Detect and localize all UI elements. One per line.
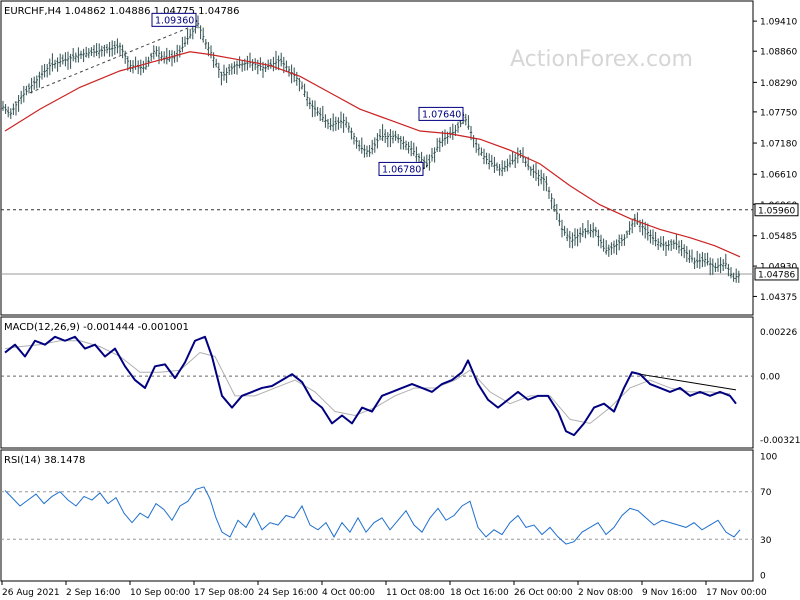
annotation-box [418, 106, 464, 121]
rsi-y-tick-label: 70 [760, 488, 772, 498]
x-tick-label: 17 Sep 08:00 [194, 588, 254, 598]
macd-y-ticks: 0.00226 0.00 -0.003211 [760, 328, 800, 446]
annotation-label: 1.09360 [155, 15, 194, 26]
price-y-tick-label: 1.08290 [760, 79, 797, 89]
x-axis: 26 Aug 2021 2 Sep 16:00 10 Sep 00:00 17 Sep… [1, 581, 767, 598]
x-tick-label: 24 Sep 16:00 [258, 588, 318, 598]
price-y-tick-label: 1.08860 [760, 48, 797, 58]
macd-trendline [639, 373, 737, 391]
price-panel-frame [0, 0, 754, 316]
rsi-series [1, 486, 753, 545]
x-tick-label: 2 Nov 08:00 [578, 588, 633, 598]
x-tick-label: 9 Nov 16:00 [642, 588, 697, 598]
price-y-tick-label: 1.07180 [760, 140, 797, 150]
macd-y-tick-label: -0.003211 [760, 436, 800, 446]
macd-series [1, 335, 753, 437]
macd-signal-line [4, 340, 731, 424]
rsi-line [4, 486, 741, 545]
price-series [1, 15, 741, 283]
price-level-label: 1.05960 [758, 206, 795, 216]
price-y-tick-label: 1.05485 [760, 232, 797, 242]
watermark: ActionForex.com [510, 47, 693, 72]
macd-panel: MACD(12,26,9) -0.001444 -0.001001 0.0022… [0, 316, 800, 449]
annotation-label: 1.07640 [422, 109, 461, 120]
rsi-title: RSI(14) 38.1478 [4, 455, 85, 466]
rsi-y-tick-label: 100 [760, 453, 777, 463]
x-tick-label: 10 Sep 00:00 [130, 588, 190, 598]
macd-line [4, 335, 737, 437]
rsi-panel-frame [0, 449, 754, 582]
annotation-box [378, 161, 424, 176]
annotation-label: 1.06780 [382, 164, 421, 175]
x-tick-label: 4 Oct 00:00 [322, 588, 375, 598]
moving-average-line [4, 51, 741, 258]
price-panel: EURCHF,H4 1.04862 1.04886 1.04775 1.0478… [0, 0, 799, 316]
x-tick-label: 18 Oct 16:00 [450, 588, 509, 598]
macd-y-tick-label: 0.00226 [760, 328, 797, 338]
x-tick-label: 26 Aug 2021 [2, 588, 60, 598]
x-tick-label: 2 Sep 16:00 [66, 588, 121, 598]
price-level-box [754, 267, 799, 281]
x-tick-label: 17 Nov 00:00 [706, 588, 767, 598]
rsi-y-ticks: 100 70 30 0 [760, 453, 777, 582]
price-y-tick-label: 1.07750 [760, 108, 797, 118]
annotation-box [151, 12, 197, 27]
price-y-tick-label: 1.06610 [760, 171, 797, 181]
price-levels: 1.05960 1.04786 [1, 203, 799, 281]
price-y-tick-label: 1.09410 [760, 18, 797, 28]
price-header: EURCHF,H4 1.04862 1.04886 1.04775 1.0478… [4, 6, 240, 17]
rsi-panel: RSI(14) 38.1478 100 70 30 0 [0, 449, 777, 582]
price-level-box [754, 203, 799, 217]
price-annotations: 1.09360 1.07640 1.06780 [151, 12, 466, 176]
price-trendline [29, 26, 191, 94]
macd-y-tick-label: 0.00 [760, 373, 780, 383]
x-tick-label: 26 Oct 00:00 [514, 588, 573, 598]
macd-title: MACD(12,26,9) -0.001444 -0.001001 [4, 322, 189, 333]
x-tick-label: 11 Oct 08:00 [386, 588, 445, 598]
price-level-label: 1.04786 [758, 270, 795, 280]
rsi-y-tick-label: 30 [760, 536, 772, 546]
annotation-leader [422, 164, 429, 170]
rsi-y-tick-label: 0 [760, 572, 766, 582]
price-y-tick-label: 1.04375 [760, 293, 797, 303]
macd-panel-frame [0, 316, 754, 449]
